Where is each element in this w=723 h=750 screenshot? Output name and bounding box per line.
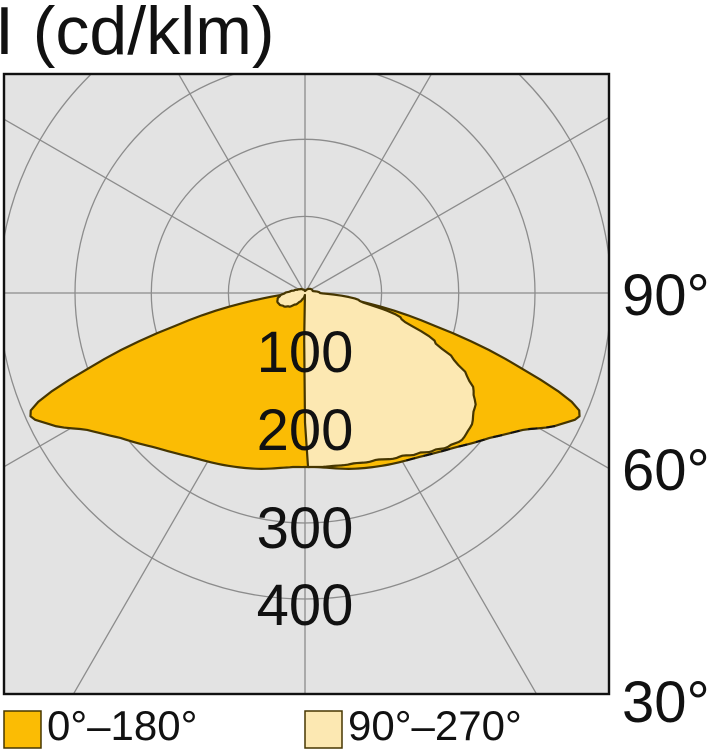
svg-text:30°: 30° [622,670,710,735]
svg-text:100: 100 [257,320,354,385]
svg-text:90°: 90° [622,263,710,328]
svg-text:0°–180°: 0°–180° [47,702,197,749]
svg-text:60°: 60° [622,438,710,503]
svg-text:300: 300 [257,496,354,561]
svg-text:90°–270°: 90°–270° [348,702,522,749]
svg-text:200: 200 [257,398,354,463]
svg-text:400: 400 [257,573,354,638]
svg-text:I (cd/klm): I (cd/klm) [0,0,275,69]
